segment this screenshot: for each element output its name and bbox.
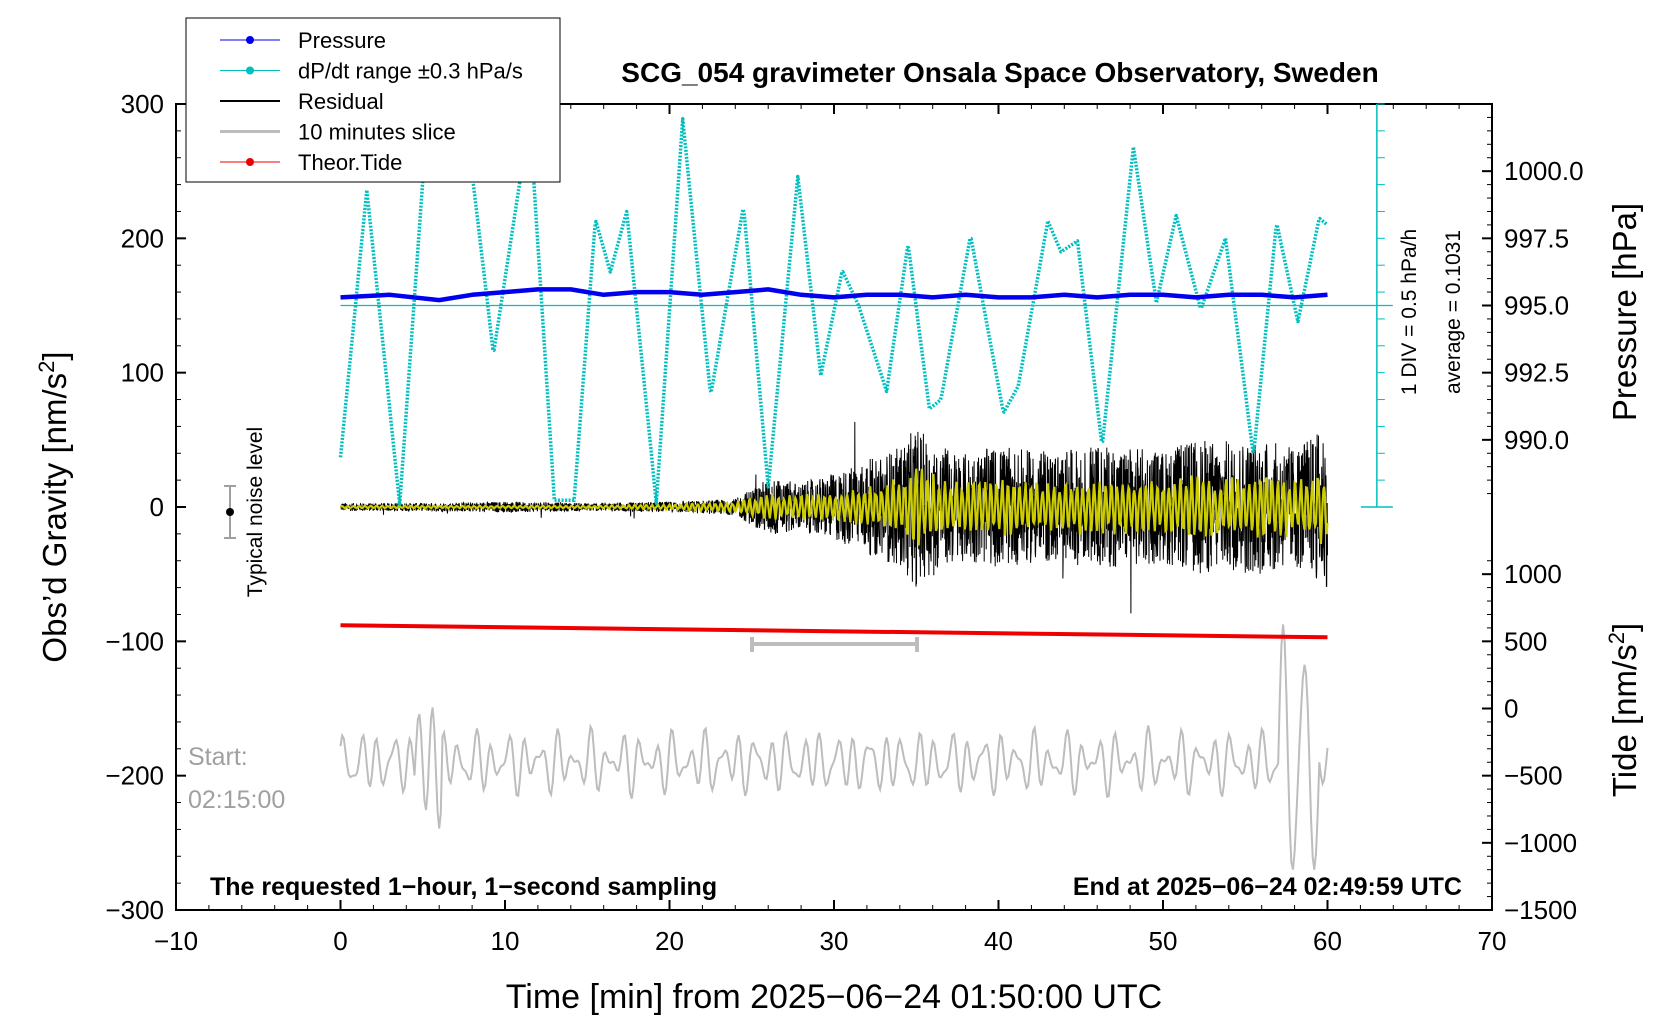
pressure-axis-ticks: 990.0 992.5 995.0 997.5 1000.0 [1482, 103, 1584, 495]
tide-tick-label: −500 [1504, 761, 1563, 791]
legend-label: Residual [298, 89, 384, 114]
tide-tick-label: 500 [1504, 626, 1547, 656]
noise-level-point [226, 508, 234, 516]
legend: Pressure dP/dt range ±0.3 hPa/s Residual 10… [185, 17, 561, 183]
y-tick-label: 300 [121, 89, 164, 119]
y-axis-label-left-sup: 2 [34, 361, 59, 373]
scale-avg-label: average = 0.1031 [1442, 230, 1465, 394]
series-layer [338, 104, 1329, 870]
x-tick-label: 0 [333, 926, 347, 956]
pressure-tick-label: 990.0 [1504, 425, 1569, 455]
x-tick-label: 60 [1313, 926, 1342, 956]
x-tick-label: 40 [984, 926, 1013, 956]
tide-tick-label: 0 [1504, 694, 1518, 724]
y-axis-label-tide-end: ] [1606, 623, 1643, 632]
bottom-left-note: The requested 1−hour, 1−second sampling [210, 873, 717, 901]
y-axis-label-left: Obs’d Gravity [nm/s2] [34, 351, 73, 662]
noise-level-label: Typical noise level [244, 427, 267, 597]
y-tick-label: −300 [105, 895, 164, 925]
slice-series-line [339, 624, 1329, 870]
series-clipped-group [338, 104, 1329, 870]
tide-tick-label: 1000 [1504, 559, 1562, 589]
tide-series-line [340, 623, 1328, 640]
tide-tick-label: −1500 [1504, 895, 1577, 925]
scale-div-label: 1 DIV = 0.5 hPa/h [1398, 229, 1421, 395]
x-axis-ticks: −10 0 10 20 30 40 50 60 70 [154, 104, 1507, 956]
y-axis-label-left-main: Obs’d Gravity [nm/s [36, 373, 73, 663]
y-tick-label: 200 [121, 223, 164, 253]
chart-title: SCG_054 gravimeter Onsala Space Observat… [621, 57, 1378, 88]
legend-entries: Pressure dP/dt range ±0.3 hPa/s Residual 10… [220, 28, 523, 175]
y-tick-label: 100 [121, 358, 164, 388]
y-axis-label-tide: Tide [nm/s2] [1604, 623, 1643, 797]
legend-label: Pressure [298, 28, 386, 53]
start-label: Start: [188, 743, 248, 771]
pressure-tick-label: 1000.0 [1504, 156, 1584, 186]
filtered-series-line [339, 468, 1329, 546]
tide-tick-label: −1000 [1504, 828, 1577, 858]
legend-label: 10 minutes slice [298, 120, 456, 145]
legend-swatch-marker [246, 36, 254, 44]
slice-range-bar [750, 637, 919, 652]
bottom-right-note: End at 2025−06−24 02:49:59 UTC [1073, 873, 1462, 901]
y-axis-label-tide-main: Tide [nm/s [1606, 644, 1643, 797]
y-tick-label: 0 [150, 492, 164, 522]
legend-label: dP/dt range ±0.3 hPa/s [298, 59, 523, 84]
x-tick-label: 30 [820, 926, 849, 956]
x-tick-label: 70 [1478, 926, 1507, 956]
dpdt-scale-bar [340, 103, 1393, 508]
y-tick-label: −100 [105, 626, 164, 656]
tide-axis-ticks: −1500 −1000 −500 0 500 1000 [1482, 559, 1577, 925]
legend-swatch-marker [246, 66, 254, 75]
y-axis-label-pressure: Pressure [hPa] [1606, 203, 1643, 421]
pressure-tick-label: 995.0 [1504, 291, 1569, 321]
pressure-tick-label: 992.5 [1504, 358, 1569, 388]
y-axis-ticks: −300 −200 −100 0 100 200 300 [105, 89, 186, 925]
x-tick-label: 10 [491, 926, 520, 956]
y-tick-label: −200 [105, 761, 164, 791]
noise-level-indicator: Typical noise level [224, 427, 267, 597]
pressure-series-line [340, 287, 1328, 303]
y-axis-label-tide-sup: 2 [1604, 632, 1629, 644]
x-tick-label: 50 [1149, 926, 1178, 956]
start-time: 02:15:00 [188, 786, 285, 814]
y-axis-label-left-end: ] [36, 351, 73, 360]
x-tick-label: −10 [154, 926, 198, 956]
x-axis-label: Time [min] from 2025−06−24 01:50:00 UTC [506, 978, 1162, 1016]
dpdt-series-line [338, 104, 1329, 507]
x-tick-label: 20 [655, 926, 684, 956]
legend-swatch-marker [246, 158, 254, 166]
legend-label: Theor.Tide [298, 150, 402, 175]
pressure-tick-label: 997.5 [1504, 223, 1569, 253]
